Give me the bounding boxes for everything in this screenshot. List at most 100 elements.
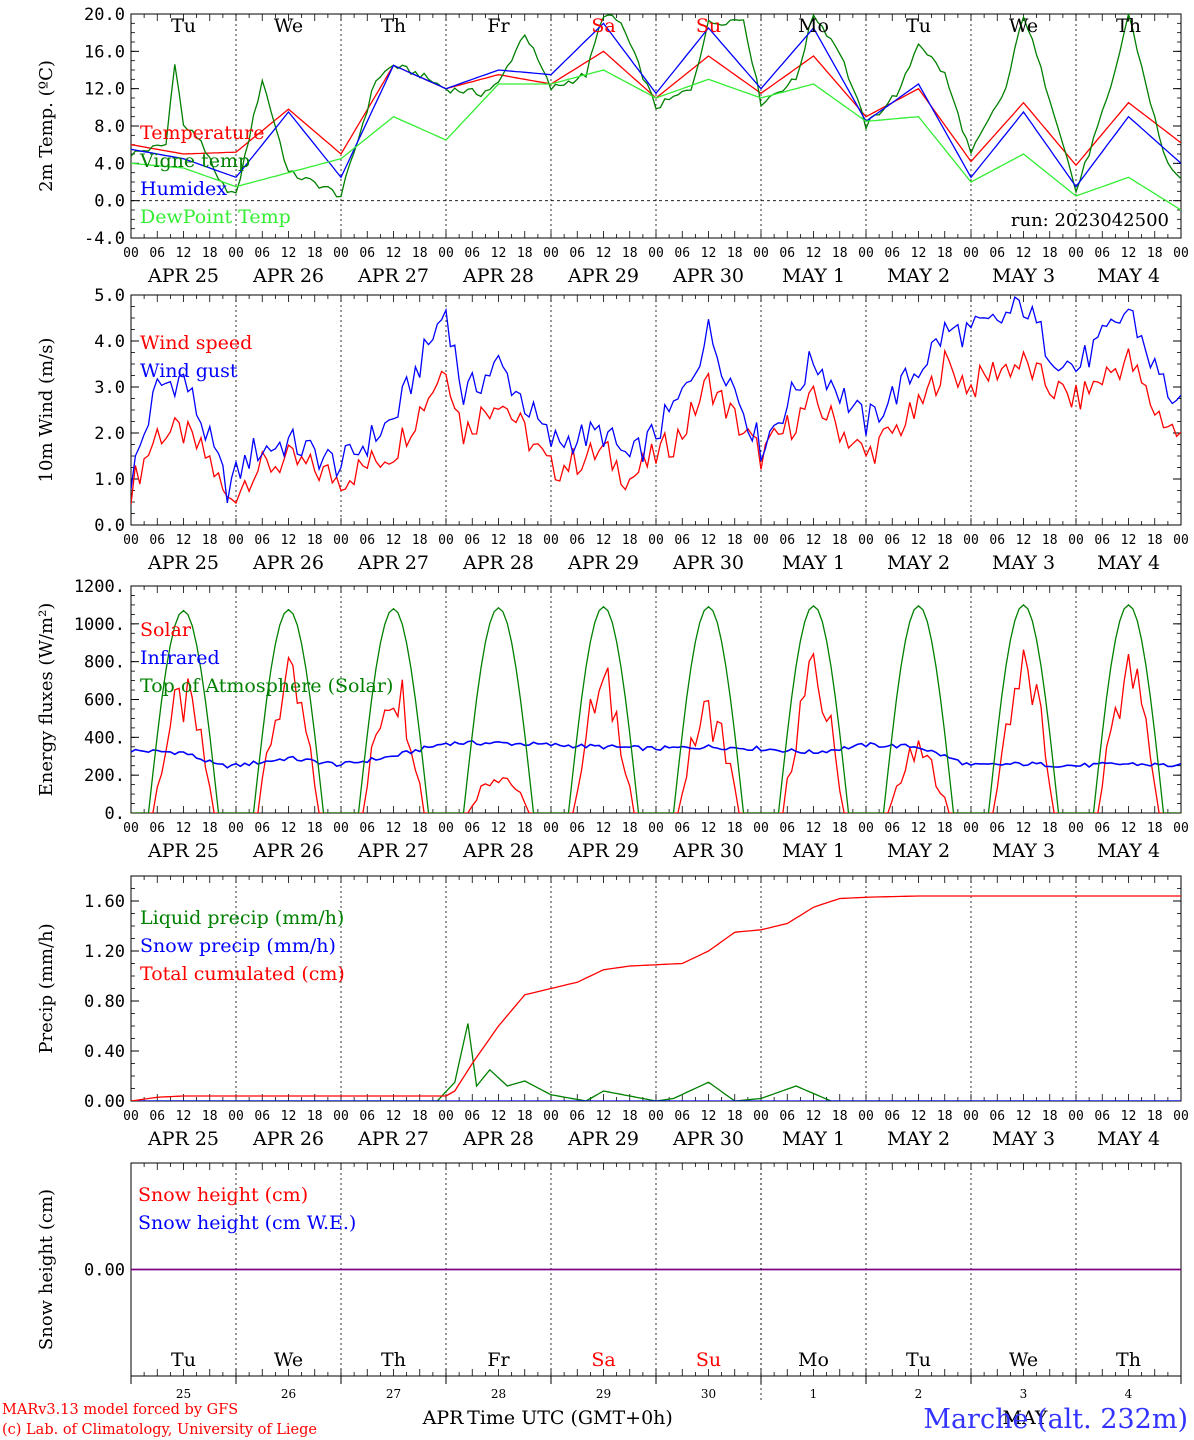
hour-tick-label: 18 <box>832 821 848 836</box>
day-label: MAY 2 <box>887 265 950 287</box>
y-tick-label: 2.0 <box>94 424 125 444</box>
day-label: APR 30 <box>672 840 744 862</box>
y-tick-label: -4.0 <box>84 229 125 249</box>
legend-entry: Total cumulated (cm) <box>140 963 345 985</box>
day-label: APR 29 <box>567 265 639 287</box>
hour-tick-label: 00 <box>858 246 874 261</box>
y-tick-label: 12.0 <box>84 80 125 100</box>
day-label: APR 26 <box>252 265 324 287</box>
legend-entry: Snow height (cm W.E.) <box>138 1212 356 1234</box>
weekday-label: Tu <box>906 15 931 37</box>
hour-tick-label: 18 <box>517 246 533 261</box>
hour-tick-label: 06 <box>1094 246 1110 261</box>
hour-tick-label: 00 <box>858 821 874 836</box>
hour-tick-label: 18 <box>412 821 428 836</box>
y-tick-label: 4.0 <box>94 332 125 352</box>
y-tick-label: 3.0 <box>94 378 125 398</box>
day-label: APR 25 <box>147 840 219 862</box>
y-tick-label: 400. <box>84 728 125 748</box>
hour-tick-label: 18 <box>412 1109 428 1124</box>
plot-frame <box>130 585 1182 814</box>
hour-tick-label: 12 <box>491 246 507 261</box>
chart-panel-2: 0.0 1.0 2.0 3.0 4.0 5.0 10m Wind (m/s) 00 06 12 18… <box>36 286 1189 574</box>
hour-tick-label: 12 <box>596 1109 612 1124</box>
day-label: MAY 2 <box>887 840 950 862</box>
hour-tick-label: 00 <box>963 533 979 548</box>
hour-tick-label: 18 <box>727 246 743 261</box>
hour-tick-label: 00 <box>438 1109 454 1124</box>
day-label: MAY 2 <box>887 552 950 574</box>
y-tick-label: 1.20 <box>84 942 125 962</box>
hour-tick-label: 00 <box>543 1109 559 1124</box>
chart-panel-1: -4.0 0.0 4.0 8.0 12.0 16.0 20.0 2m Temp. (ºC) 00… <box>36 5 1189 287</box>
hour-tick-label: 12 <box>386 246 402 261</box>
hour-tick-label: 00 <box>1068 821 1084 836</box>
hour-tick-label: 00 <box>123 246 139 261</box>
hour-tick-label: 06 <box>149 533 165 548</box>
hour-tick-label: 00 <box>543 246 559 261</box>
hour-tick-label: 06 <box>359 1109 375 1124</box>
y-tick-label: 1000. <box>74 615 125 635</box>
hour-tick-label: 00 <box>1173 1109 1189 1124</box>
day-label: MAY 2 <box>887 1128 950 1150</box>
hour-tick-label: 00 <box>648 1109 664 1124</box>
hour-tick-label: 00 <box>648 533 664 548</box>
weekday-label: Sa <box>591 1349 615 1371</box>
weekday-label: We <box>1009 1349 1038 1371</box>
legend-entry: Snow precip (mm/h) <box>140 935 336 957</box>
hour-tick-label: 18 <box>202 1109 218 1124</box>
hour-tick-label: 12 <box>806 1109 822 1124</box>
legend-entry: Wind gust <box>140 360 238 382</box>
hour-tick-label: 12 <box>491 533 507 548</box>
legend-entry: Vigne temp <box>139 150 250 172</box>
hour-tick-label: 06 <box>254 246 270 261</box>
weekday-label: Mo <box>798 1349 829 1371</box>
hour-tick-label: 12 <box>176 533 192 548</box>
hour-tick-label: 00 <box>438 246 454 261</box>
legend-entry: Snow height (cm) <box>138 1184 308 1206</box>
hour-tick-label: 06 <box>1094 1109 1110 1124</box>
hour-tick-label: 12 <box>806 533 822 548</box>
hour-tick-label: 18 <box>307 1109 323 1124</box>
hour-tick-label: 18 <box>517 821 533 836</box>
hour-tick-label: 18 <box>622 533 638 548</box>
hour-tick-label: 18 <box>517 533 533 548</box>
hour-tick-label: 12 <box>491 821 507 836</box>
legend-entry: Liquid precip (mm/h) <box>140 907 344 929</box>
day-label: MAY 1 <box>782 840 845 862</box>
hour-tick-label: 00 <box>1068 533 1084 548</box>
y-axis-label: Snow height (cm) <box>36 1189 57 1350</box>
weekday-label: Th <box>1116 1349 1141 1371</box>
series-line-total-cumulated-cm- <box>131 895 1181 1101</box>
hour-tick-label: 12 <box>701 246 717 261</box>
hour-tick-label: 12 <box>1121 246 1137 261</box>
hour-tick-label: 00 <box>438 533 454 548</box>
day-label: MAY 1 <box>782 1128 845 1150</box>
day-number-label: 2 <box>915 1387 923 1401</box>
chart-panel-3: 0. 200. 400. 600. 800. 1000. 1200. Energy fluxe… <box>36 577 1189 862</box>
hour-tick-label: 18 <box>307 821 323 836</box>
hour-tick-label: 18 <box>832 533 848 548</box>
hour-tick-label: 00 <box>1173 533 1189 548</box>
hour-tick-label: 06 <box>884 821 900 836</box>
hour-tick-label: 00 <box>1068 1109 1084 1124</box>
hour-tick-label: 00 <box>333 821 349 836</box>
hour-tick-label: 18 <box>1147 246 1163 261</box>
day-label: MAY 3 <box>992 840 1055 862</box>
series-line-wind-gust <box>131 296 1181 504</box>
hour-tick-label: 06 <box>464 821 480 836</box>
hour-tick-label: 12 <box>1016 533 1032 548</box>
hour-tick-label: 18 <box>832 1109 848 1124</box>
hour-tick-label: 00 <box>753 533 769 548</box>
hour-tick-label: 06 <box>464 246 480 261</box>
credit-line-1: MARv3.13 model forced by GFS <box>2 1402 238 1418</box>
hour-tick-label: 00 <box>123 821 139 836</box>
day-number-label: 4 <box>1125 1387 1133 1401</box>
hour-tick-label: 12 <box>596 246 612 261</box>
y-tick-label: 800. <box>84 653 125 673</box>
hour-tick-label: 12 <box>596 821 612 836</box>
x-axis-label: Time UTC (GMT+0h) <box>467 1407 673 1429</box>
hour-tick-label: 12 <box>386 1109 402 1124</box>
y-tick-label: 1.0 <box>94 470 125 490</box>
hour-tick-label: 12 <box>911 246 927 261</box>
